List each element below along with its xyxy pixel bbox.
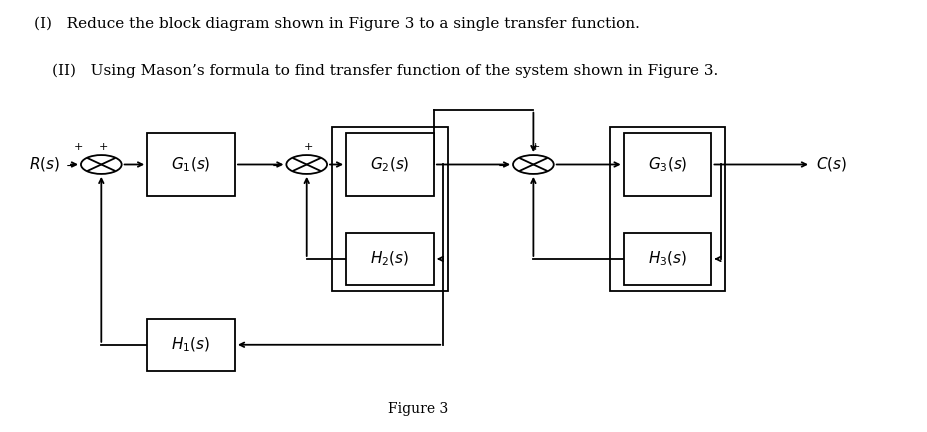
Bar <box>346 133 434 196</box>
Bar <box>332 127 448 291</box>
Text: +: + <box>303 142 313 152</box>
Circle shape <box>286 155 326 174</box>
Bar <box>623 133 711 196</box>
Text: +: + <box>530 142 540 152</box>
Bar <box>346 233 434 285</box>
Circle shape <box>513 155 553 174</box>
Text: (II)   Using Mason’s formula to find transfer function of the system shown in Fi: (II) Using Mason’s formula to find trans… <box>52 64 717 78</box>
Text: +: + <box>98 142 108 152</box>
Text: $G_3(s)$: $G_3(s)$ <box>647 155 687 174</box>
Text: $H_1(s)$: $H_1(s)$ <box>171 336 210 354</box>
Text: −: − <box>271 160 282 173</box>
Text: $G_2(s)$: $G_2(s)$ <box>370 155 410 174</box>
Text: (I)   Reduce the block diagram shown in Figure 3 to a single transfer function.: (I) Reduce the block diagram shown in Fi… <box>33 16 639 31</box>
Text: +: + <box>74 142 83 152</box>
Text: Figure 3: Figure 3 <box>387 402 448 416</box>
Text: $G_1(s)$: $G_1(s)$ <box>171 155 210 174</box>
Text: $R(s)$: $R(s)$ <box>29 156 60 174</box>
Circle shape <box>81 155 121 174</box>
Bar <box>147 319 235 371</box>
Text: $H_3(s)$: $H_3(s)$ <box>647 250 686 268</box>
Text: $C(s)$: $C(s)$ <box>815 156 845 174</box>
Bar <box>623 233 711 285</box>
Text: −: − <box>498 160 508 173</box>
Bar <box>609 127 725 291</box>
Text: $H_2(s)$: $H_2(s)$ <box>370 250 409 268</box>
Bar <box>147 133 235 196</box>
Text: −: − <box>66 160 76 173</box>
